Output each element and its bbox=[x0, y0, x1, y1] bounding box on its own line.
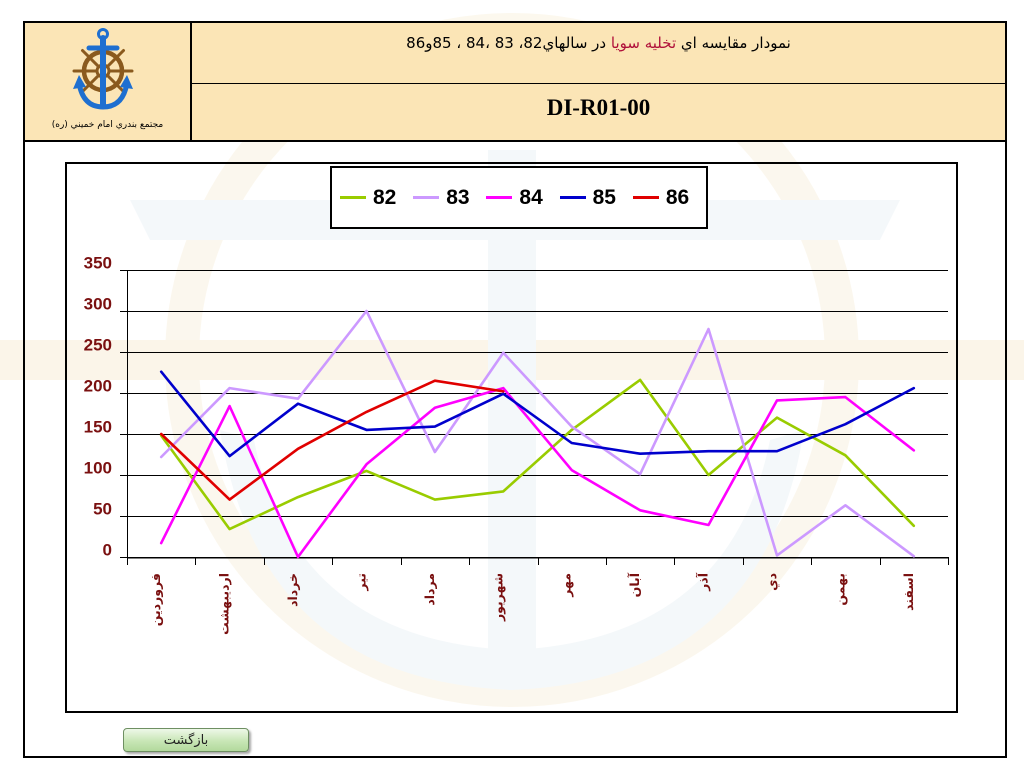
back-button[interactable]: بازگشت bbox=[123, 728, 249, 752]
series-line-85 bbox=[159, 370, 916, 458]
header: مجتمع بندري امام خميني (ره) نمودار مقايس… bbox=[25, 23, 1005, 142]
legend-item-86: 86 bbox=[632, 185, 706, 210]
y-tick-label: 300 bbox=[84, 295, 112, 314]
page-frame: مجتمع بندري امام خميني (ره) نمودار مقايس… bbox=[23, 21, 1007, 758]
y-tick-label: 50 bbox=[93, 500, 112, 519]
y-tick-label: 200 bbox=[84, 377, 112, 396]
legend-label: 85 bbox=[592, 185, 616, 209]
legend: 82 83 84 85 86 bbox=[330, 166, 708, 229]
legend-label: 83 bbox=[446, 185, 470, 209]
y-tick-label: 150 bbox=[84, 418, 112, 437]
legend-item-82: 82 bbox=[340, 186, 413, 210]
x-tick-label: مرداد bbox=[422, 573, 437, 606]
legend-item-83: 83 bbox=[413, 186, 486, 210]
organization-name: مجتمع بندري امام خميني (ره) bbox=[51, 120, 164, 130]
x-tick-label: ارديبهشت bbox=[217, 573, 232, 635]
chart-frame bbox=[65, 162, 958, 713]
series-line-83 bbox=[159, 309, 916, 558]
x-tick-label: آبان bbox=[627, 572, 642, 597]
x-tick-label: فروردين bbox=[148, 573, 163, 626]
document-code: DI-R01-00 bbox=[546, 94, 651, 120]
x-tick-label: بهمن bbox=[832, 573, 847, 606]
legend-swatch bbox=[559, 196, 586, 199]
anchor-wheel-icon bbox=[72, 28, 134, 110]
series-line-86 bbox=[159, 379, 505, 501]
legend-label: 82 bbox=[373, 185, 397, 209]
y-tick-label: 100 bbox=[84, 459, 112, 478]
series-line-84 bbox=[159, 386, 916, 559]
legend-swatch bbox=[413, 196, 440, 199]
legend-swatch bbox=[486, 196, 513, 199]
title-column: نمودار مقايسه اي تخليه سويا در سالهاي82،… bbox=[192, 23, 1005, 140]
title-part-2: در سالهاي82، 83 ،84 ، 85و86 bbox=[406, 34, 607, 52]
logo-cell: مجتمع بندري امام خميني (ره) bbox=[25, 23, 192, 140]
title-part-1: نمودار مقايسه اي bbox=[680, 34, 791, 52]
y-tick-label: 0 bbox=[103, 541, 112, 560]
x-tick-label: تير bbox=[353, 573, 368, 592]
legend-label: 84 bbox=[519, 185, 543, 209]
x-tick-label: خرداد bbox=[285, 573, 300, 607]
legend-label: 86 bbox=[665, 185, 690, 209]
legend-swatch bbox=[340, 196, 366, 199]
x-tick-label: مهر bbox=[559, 573, 574, 598]
gridlines bbox=[120, 270, 948, 558]
y-tick-label: 350 bbox=[84, 254, 112, 273]
legend-item-85: 85 bbox=[559, 185, 633, 210]
x-tick-label: شهريور bbox=[490, 573, 505, 622]
x-tick-label: دي bbox=[764, 573, 779, 591]
series-line-82 bbox=[159, 378, 916, 531]
line-chart: 0 50 100 150 200 250 300 350 فروردين ارديبهشت خردا… bbox=[65, 162, 958, 713]
y-tick-label: 250 bbox=[84, 336, 112, 355]
legend-swatch bbox=[632, 196, 659, 199]
title-highlight: تخليه سويا bbox=[610, 34, 677, 52]
x-tick-label: آذر bbox=[696, 572, 711, 592]
legend-item-84: 84 bbox=[486, 186, 559, 210]
x-tick-label: اسفند bbox=[901, 573, 916, 611]
page-title: نمودار مقايسه اي تخليه سويا در سالهاي82،… bbox=[192, 23, 1005, 84]
